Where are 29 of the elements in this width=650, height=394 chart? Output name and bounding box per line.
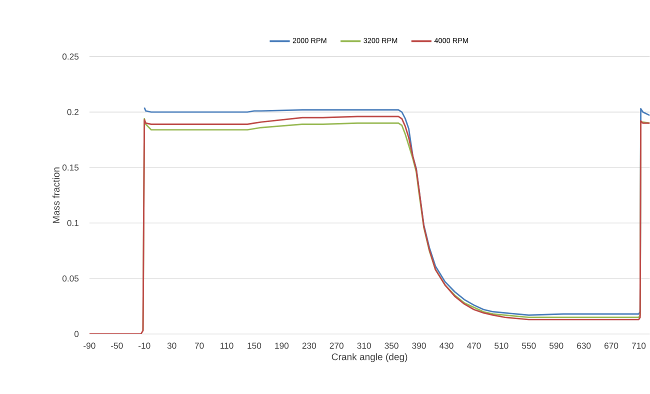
x-tick-label: -10 (138, 342, 150, 349)
x-tick-label: 390 (412, 342, 426, 349)
x-tick-label: -90 (84, 342, 96, 349)
x-tick-label: 510 (494, 342, 508, 349)
x-tick-label: 30 (167, 342, 176, 349)
y-tick-label: 0.15 (62, 164, 79, 170)
y-axis-title: Mass fraction (52, 167, 60, 223)
x-tick-label: 270 (330, 342, 344, 349)
x-tick-label: 670 (604, 342, 618, 349)
x-tick-label: 190 (275, 342, 289, 349)
x-tick-label: 70 (194, 342, 204, 349)
x-tick-label: 430 (439, 342, 454, 349)
x-tick-label: 350 (384, 342, 398, 349)
y-tick-label: 0.1 (67, 220, 78, 226)
x-tick-label: 150 (248, 342, 262, 349)
y-tick-label: 0 (74, 330, 79, 337)
x-tick-label: -50 (111, 342, 123, 349)
y-tick-label: 0.2 (67, 108, 78, 116)
x-tick-label: 310 (357, 342, 371, 349)
y-tick-label: 0.05 (62, 275, 79, 282)
x-axis-title: Crank angle (deg) (332, 353, 408, 362)
x-tick-label: 470 (466, 342, 481, 349)
x-tick-label: 550 (522, 342, 536, 349)
x-tick-label: 630 (577, 342, 591, 349)
x-tick-label: 110 (220, 342, 234, 349)
x-tick-label: 590 (549, 342, 564, 349)
x-tick-label: 230 (302, 342, 316, 349)
y-tick-label: 0.25 (62, 53, 79, 60)
x-tick-label: 710 (632, 342, 646, 349)
